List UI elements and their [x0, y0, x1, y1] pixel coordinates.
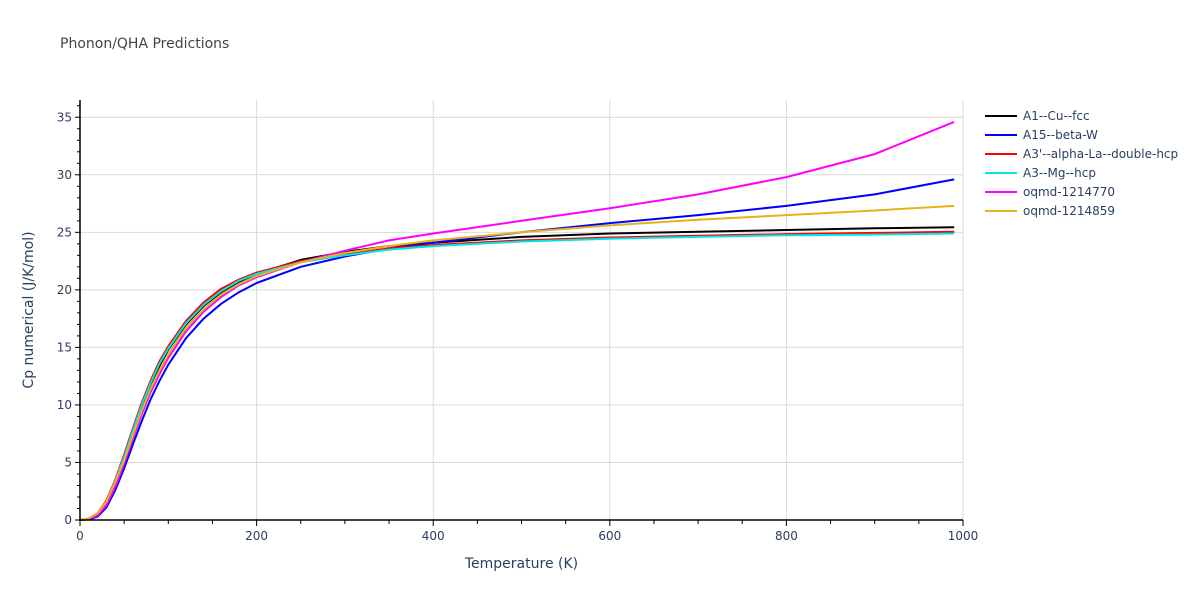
- legend-label: A3--Mg--hcp: [1023, 165, 1096, 180]
- legend-label: oqmd-1214770: [1023, 184, 1116, 199]
- y-tick-label: 20: [57, 283, 72, 297]
- series-line: [79, 232, 955, 521]
- legend-item[interactable]: A15--beta-W: [985, 125, 1178, 144]
- y-tick-label: 30: [57, 168, 72, 182]
- y-tick-label: 10: [57, 398, 72, 412]
- x-tick-label: 1000: [948, 529, 979, 543]
- y-tick-label: 35: [57, 110, 72, 124]
- series-line: [79, 230, 955, 521]
- legend-item[interactable]: oqmd-1214770: [985, 182, 1178, 201]
- legend-swatch-icon: [985, 152, 1017, 155]
- legend-label: A15--beta-W: [1023, 127, 1098, 142]
- x-tick-label: 800: [775, 529, 798, 543]
- x-tick-label: 0: [76, 529, 84, 543]
- legend: A1--Cu--fcc A15--beta-W A3'--alpha-La--dou…: [985, 106, 1178, 220]
- legend-swatch-icon: [985, 209, 1017, 212]
- y-tick-label: 0: [64, 513, 72, 527]
- series-line: [79, 204, 955, 521]
- legend-swatch-icon: [985, 114, 1017, 117]
- legend-swatch-icon: [985, 171, 1017, 174]
- y-axis-title: Cp numerical (J/K/mol): [21, 231, 37, 388]
- series-line: [79, 178, 955, 521]
- legend-label: A3'--alpha-La--double-hcp: [1023, 146, 1179, 161]
- legend-item[interactable]: oqmd-1214859: [985, 201, 1178, 220]
- y-tick-label: 5: [64, 455, 72, 469]
- legend-item[interactable]: A1--Cu--fcc: [985, 106, 1178, 125]
- legend-item[interactable]: A3--Mg--hcp: [985, 163, 1178, 182]
- y-tick-label: 25: [57, 225, 72, 239]
- y-tick-label: 15: [57, 340, 72, 354]
- legend-item[interactable]: A3'--alpha-La--double-hcp: [985, 144, 1178, 163]
- x-axis-title: Temperature (K): [464, 556, 578, 572]
- legend-label: A1--Cu--fcc: [1023, 108, 1090, 123]
- x-tick-label: 200: [245, 529, 268, 543]
- chart-title: Phonon/QHA Predictions: [60, 36, 230, 52]
- series-line: [79, 226, 955, 521]
- x-tick-label: 400: [422, 529, 445, 543]
- legend-swatch-icon: [985, 190, 1017, 193]
- legend-swatch-icon: [985, 133, 1017, 136]
- legend-label: oqmd-1214859: [1023, 203, 1116, 218]
- x-tick-label: 600: [598, 529, 621, 543]
- series-line: [79, 120, 955, 521]
